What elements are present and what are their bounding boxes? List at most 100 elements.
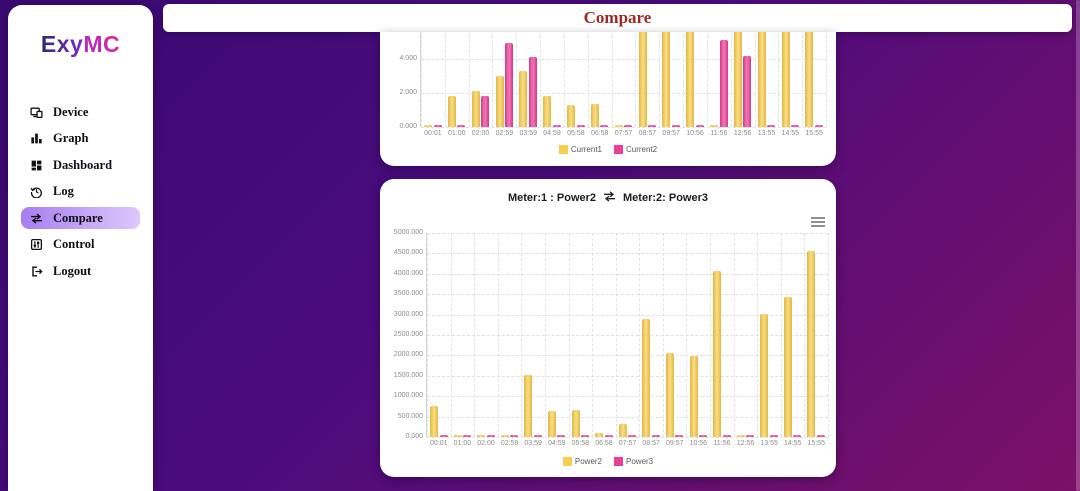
swap-arrows-icon [603, 191, 616, 205]
bar-current2 [814, 125, 823, 127]
bar-current2 [481, 96, 490, 127]
bar-power2 [500, 435, 509, 437]
x-axis-label: 06:58 [590, 130, 609, 137]
x-axis-label: 12:56 [736, 440, 755, 447]
x-axis-label: 03:59 [519, 130, 537, 137]
h-gridline [427, 375, 828, 377]
x-axis-label: 10:56 [689, 440, 708, 447]
h-gridline [427, 273, 828, 275]
app-logo: ExyMC [8, 31, 153, 58]
v-gridline [444, 32, 446, 127]
h-gridline [427, 294, 828, 296]
legend-swatch [614, 457, 623, 466]
bar-current1 [781, 32, 790, 127]
bar-power2 [760, 314, 769, 437]
y-axis-label: 500.000 [397, 412, 423, 420]
x-axis-label: 13:55 [757, 130, 776, 137]
legend-swatch [614, 145, 623, 154]
chart-card-current: 0.000 2.000 4.000 00:01 01:00 02:00 02:59 03:59… [380, 32, 836, 166]
bar-power2 [783, 296, 792, 437]
bar-current1 [495, 76, 504, 127]
x-axis-label: 02:59 [495, 130, 514, 137]
x-axis-label: 05:58 [567, 130, 585, 137]
sidebar-item-label: Logout [53, 263, 92, 278]
h-gridline [427, 314, 828, 316]
legend-item-current1[interactable]: Current1 [558, 145, 602, 154]
x-axis-label: 07:57 [614, 130, 633, 137]
bar-current2 [528, 57, 537, 127]
bar-power3 [769, 435, 778, 437]
sidebar-item-log[interactable]: Log [21, 181, 140, 203]
bar-power3 [533, 435, 542, 437]
x-axis-label: 04:59 [548, 440, 566, 447]
bar-current1 [638, 32, 647, 127]
y-axis-label: 0.000 [399, 123, 417, 130]
legend-label: Current2 [626, 145, 658, 154]
bar-current1 [662, 32, 671, 127]
v-gridline [802, 32, 804, 127]
chart-legend: Power2 Power3 [380, 457, 836, 466]
bar-power3 [651, 435, 660, 437]
chart-title: Meter:1 : Power2 Meter:2: Power3 [380, 191, 836, 205]
scrollbar[interactable] [1076, 0, 1080, 491]
bar-power2 [524, 374, 533, 437]
v-gridline [516, 32, 518, 127]
x-axis-label: 09:57 [662, 130, 680, 137]
x-axis-label: 09:57 [665, 440, 684, 447]
sidebar-item-control[interactable]: Control [21, 234, 140, 256]
bar-current1 [590, 104, 599, 127]
control-icon [29, 237, 44, 252]
legend-swatch [558, 145, 568, 154]
plot-area[interactable]: 0.000 500.000 1000.000 1500.000 2000.000 2500… [394, 229, 829, 447]
bar-power3 [699, 435, 707, 437]
bar-power3 [675, 435, 684, 437]
sidebar-item-logout[interactable]: Logout [21, 260, 140, 282]
legend-item-power2[interactable]: Power2 [562, 457, 602, 466]
bar-current2 [433, 125, 442, 127]
bar-current2 [743, 55, 752, 127]
log-icon [29, 184, 44, 199]
sidebar-item-compare[interactable]: Compare [21, 207, 140, 229]
v-gridline [778, 32, 780, 127]
v-gridline [635, 32, 637, 127]
bar-current2 [576, 125, 585, 127]
bar-current1 [757, 32, 766, 127]
v-gridline [468, 32, 470, 127]
legend-item-power3[interactable]: Power3 [614, 457, 653, 466]
v-gridline [706, 32, 708, 127]
x-axis-label: 14:55 [781, 130, 800, 137]
v-gridline [540, 32, 542, 127]
bar-current2 [552, 125, 561, 127]
legend-label: Current1 [570, 145, 602, 154]
page-title: Compare [583, 8, 652, 27]
device-icon [29, 105, 44, 120]
sidebar-item-dashboard[interactable]: Dashboard [21, 154, 140, 176]
x-axis-label: 01:00 [447, 130, 466, 137]
bar-current2 [505, 42, 514, 127]
graph-icon [29, 131, 44, 146]
bar-current1 [543, 96, 552, 127]
bar-power3 [722, 435, 731, 437]
plot-area[interactable]: 0.000 2.000 4.000 00:01 01:00 02:00 02:59 03:59… [399, 32, 827, 137]
bar-current2 [695, 125, 704, 127]
hamburger-menu-icon[interactable] [811, 217, 825, 227]
bar-power3 [510, 435, 519, 437]
bar-power2 [807, 250, 816, 437]
y-axis-label: 3000.000 [393, 310, 423, 318]
h-gridline [427, 253, 828, 255]
sidebar-item-device[interactable]: Device [21, 101, 140, 123]
bar-current1 [614, 125, 623, 127]
compare-icon [29, 211, 44, 226]
legend-item-current2[interactable]: Current2 [614, 145, 657, 154]
sidebar-item-graph[interactable]: Graph [21, 128, 140, 150]
bar-power2 [571, 409, 580, 437]
y-axis-label: 3500.000 [393, 290, 423, 298]
x-axis-labels: 00:01 01:00 02:00 02:59 03:59 04:59 05:58 06:58… [427, 440, 828, 447]
bar-power3 [604, 435, 613, 437]
bar-power2 [477, 435, 486, 437]
y-axis-label: 2.000 [399, 89, 417, 96]
bar-power3 [793, 435, 802, 437]
h-gridline [427, 233, 828, 234]
bar-power3 [628, 435, 637, 437]
h-gridline [427, 437, 828, 438]
